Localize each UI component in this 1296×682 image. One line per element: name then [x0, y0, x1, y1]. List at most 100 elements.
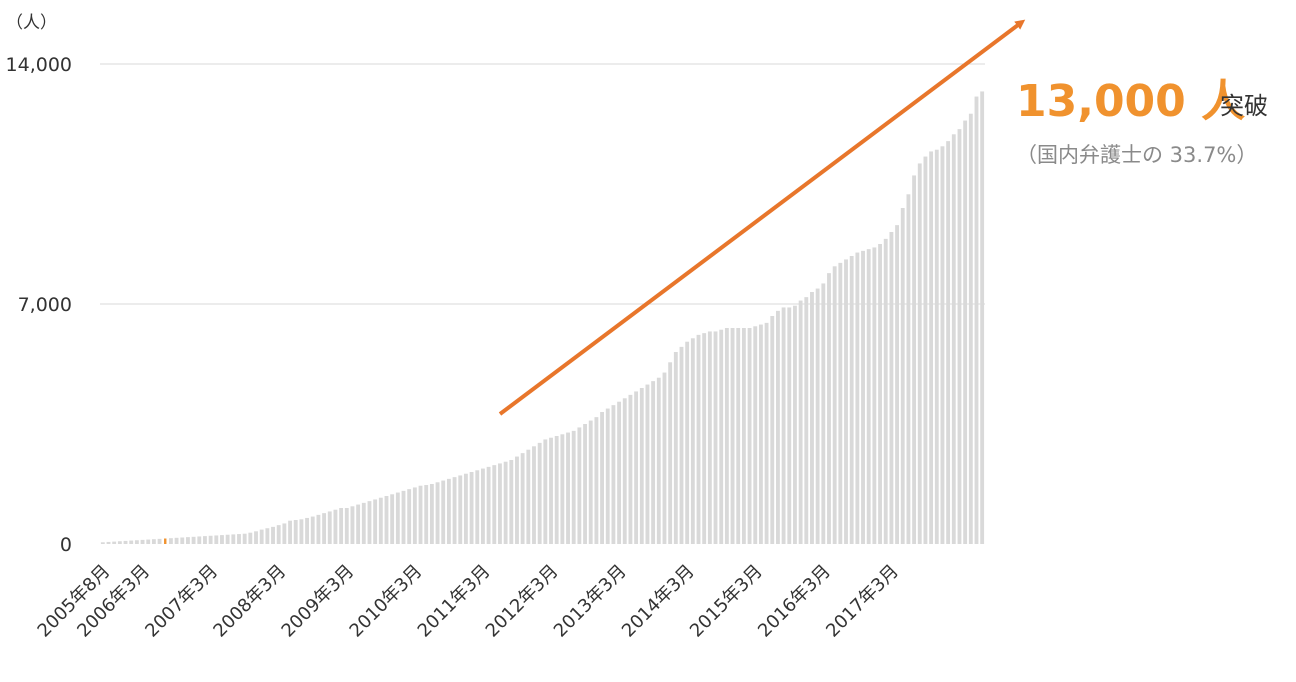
bar — [214, 535, 219, 544]
bars-layer — [100, 91, 985, 545]
bar — [248, 532, 253, 544]
bar — [787, 307, 792, 544]
x-tick-label: 2008年3月 — [209, 561, 290, 642]
bar — [475, 470, 480, 544]
y-unit-label: （人） — [6, 13, 57, 33]
annotation-note: （国内弁護士の 33.7%） — [1016, 143, 1257, 167]
bar — [577, 427, 582, 544]
bar — [254, 531, 258, 544]
bar — [532, 446, 536, 544]
bar — [651, 381, 656, 544]
bar — [753, 326, 758, 544]
bar — [117, 541, 122, 544]
bar — [526, 449, 531, 544]
bar — [350, 506, 355, 544]
bar — [344, 508, 349, 544]
bar — [486, 466, 491, 544]
bar — [849, 256, 854, 544]
bar — [225, 534, 230, 544]
bar — [259, 529, 264, 544]
bar — [498, 463, 502, 544]
bar — [804, 297, 809, 544]
x-tick-label: 2014年3月 — [618, 561, 699, 642]
x-tick-label: 2011年3月 — [414, 561, 495, 642]
bar — [741, 328, 746, 544]
bar — [157, 538, 162, 544]
bar — [429, 484, 434, 544]
y-tick-label: 0 — [60, 534, 72, 556]
bar — [628, 394, 633, 544]
bar — [134, 540, 139, 544]
bar — [435, 482, 440, 544]
bar — [594, 417, 599, 544]
bar — [781, 307, 786, 544]
bar — [384, 496, 389, 544]
bar — [509, 460, 514, 544]
bar — [872, 247, 877, 544]
bar — [191, 536, 196, 544]
bar — [611, 405, 616, 544]
bar — [957, 129, 962, 544]
bar — [168, 538, 173, 544]
bar-highlight — [164, 538, 167, 544]
bar — [123, 540, 128, 544]
bar — [895, 225, 899, 544]
bar — [668, 362, 673, 544]
bar — [554, 436, 559, 544]
bar — [571, 430, 576, 544]
bar — [776, 310, 780, 544]
y-tick-label: 7,000 — [18, 294, 72, 316]
bar — [401, 490, 406, 544]
bar — [322, 513, 327, 544]
bar — [418, 485, 423, 544]
bar — [951, 134, 956, 545]
bar — [855, 252, 860, 545]
bar — [645, 384, 650, 544]
bar — [861, 250, 865, 544]
bar — [543, 439, 548, 544]
bar — [605, 408, 610, 544]
bar — [333, 509, 338, 544]
grid-layer — [100, 63, 985, 305]
bar — [271, 526, 275, 544]
bar — [622, 398, 627, 544]
bar — [310, 516, 315, 544]
bar — [707, 331, 712, 544]
bar — [100, 542, 105, 544]
bar — [378, 497, 383, 544]
bar — [293, 520, 298, 544]
bar — [197, 536, 202, 544]
bar — [112, 541, 117, 544]
bar — [458, 475, 463, 544]
x-tick-label: 2010年3月 — [346, 561, 427, 642]
bar — [390, 494, 395, 544]
bar — [878, 244, 882, 544]
bar — [736, 328, 741, 544]
bar — [282, 523, 287, 544]
y-tick-label: 14,000 — [6, 54, 72, 76]
bar — [424, 485, 429, 544]
bar — [844, 259, 848, 544]
bar — [929, 151, 934, 544]
bar — [566, 432, 570, 544]
bar — [492, 465, 497, 544]
bar — [764, 322, 769, 544]
bar — [560, 434, 565, 544]
bar — [367, 501, 372, 544]
x-tick-label: 2013年3月 — [550, 561, 631, 642]
bar — [690, 338, 695, 544]
bar — [889, 232, 894, 544]
annotation-suffix: 突破 — [1220, 92, 1268, 120]
bar — [968, 113, 973, 544]
bar — [373, 499, 378, 544]
trend-arrow — [498, 19, 1026, 416]
bar — [316, 514, 321, 544]
bar — [838, 262, 843, 544]
bar — [900, 208, 905, 544]
bar — [832, 266, 837, 544]
bar — [339, 508, 344, 544]
bar — [719, 329, 724, 544]
bar — [441, 480, 446, 544]
bar — [208, 535, 213, 544]
